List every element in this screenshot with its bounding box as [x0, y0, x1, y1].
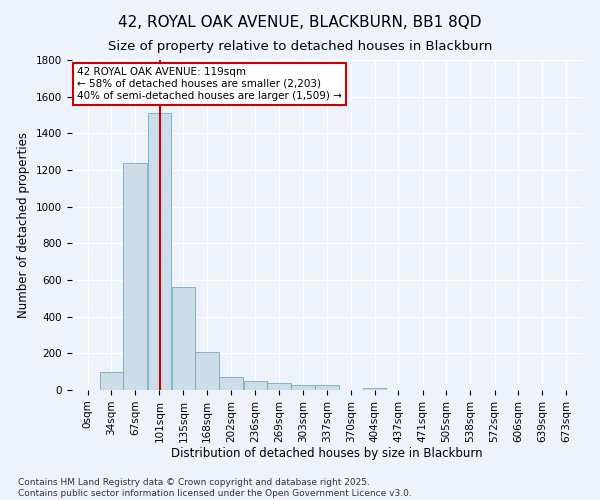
Text: 42 ROYAL OAK AVENUE: 119sqm
← 58% of detached houses are smaller (2,203)
40% of : 42 ROYAL OAK AVENUE: 119sqm ← 58% of det… [77, 68, 342, 100]
Text: 42, ROYAL OAK AVENUE, BLACKBURN, BB1 8QD: 42, ROYAL OAK AVENUE, BLACKBURN, BB1 8QD [118, 15, 482, 30]
Bar [100, 372, 123, 390]
Bar [267, 382, 291, 390]
Bar [195, 352, 219, 390]
Text: Size of property relative to detached houses in Blackburn: Size of property relative to detached ho… [108, 40, 492, 53]
Bar [316, 386, 338, 390]
Text: Contains HM Land Registry data © Crown copyright and database right 2025.
Contai: Contains HM Land Registry data © Crown c… [18, 478, 412, 498]
X-axis label: Distribution of detached houses by size in Blackburn: Distribution of detached houses by size … [171, 448, 483, 460]
Bar [220, 377, 243, 390]
Bar [244, 381, 266, 390]
Bar [292, 384, 315, 390]
Y-axis label: Number of detached properties: Number of detached properties [17, 132, 31, 318]
Bar [148, 113, 172, 390]
Bar [363, 388, 386, 390]
Bar [124, 162, 147, 390]
Bar [172, 288, 195, 390]
